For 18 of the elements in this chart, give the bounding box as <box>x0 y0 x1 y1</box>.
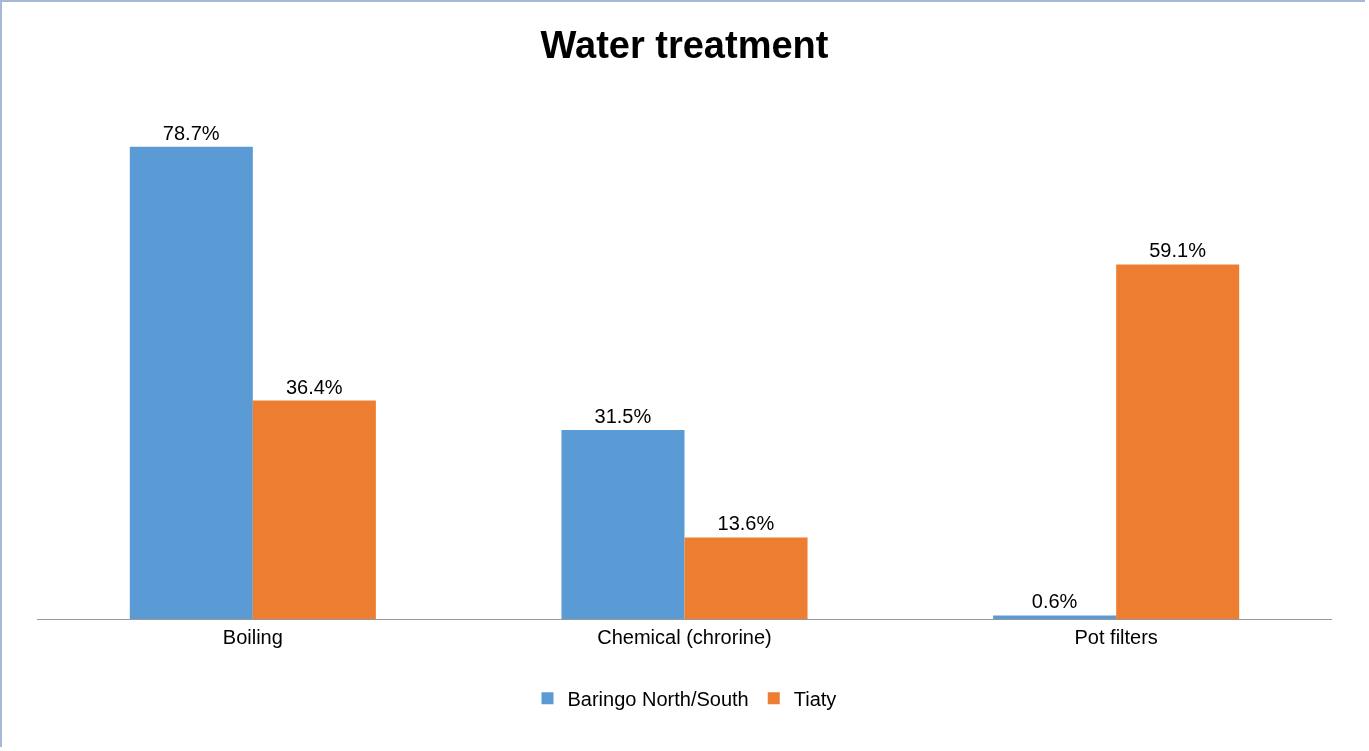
bar <box>561 430 685 619</box>
data-label: 13.6% <box>717 512 775 535</box>
x-tick-label: Boiling <box>222 626 283 648</box>
bar <box>684 537 808 619</box>
bar <box>1116 264 1240 619</box>
legend-label: Tiaty <box>793 687 837 710</box>
x-tick-label: Pot filters <box>1074 626 1158 648</box>
legend-label: Baringo North/South <box>567 687 749 710</box>
bar <box>252 400 376 619</box>
data-label: 31.5% <box>594 405 652 428</box>
data-label: 0.6% <box>1031 590 1078 613</box>
chart-title: Water treatment <box>540 24 829 67</box>
x-tick-label: Chemical (chrorine) <box>597 626 772 648</box>
data-label: 36.4% <box>285 375 343 398</box>
bar <box>993 615 1117 619</box>
bar <box>129 146 253 619</box>
data-label: 59.1% <box>1149 239 1207 262</box>
data-label: 78.7% <box>162 121 220 144</box>
